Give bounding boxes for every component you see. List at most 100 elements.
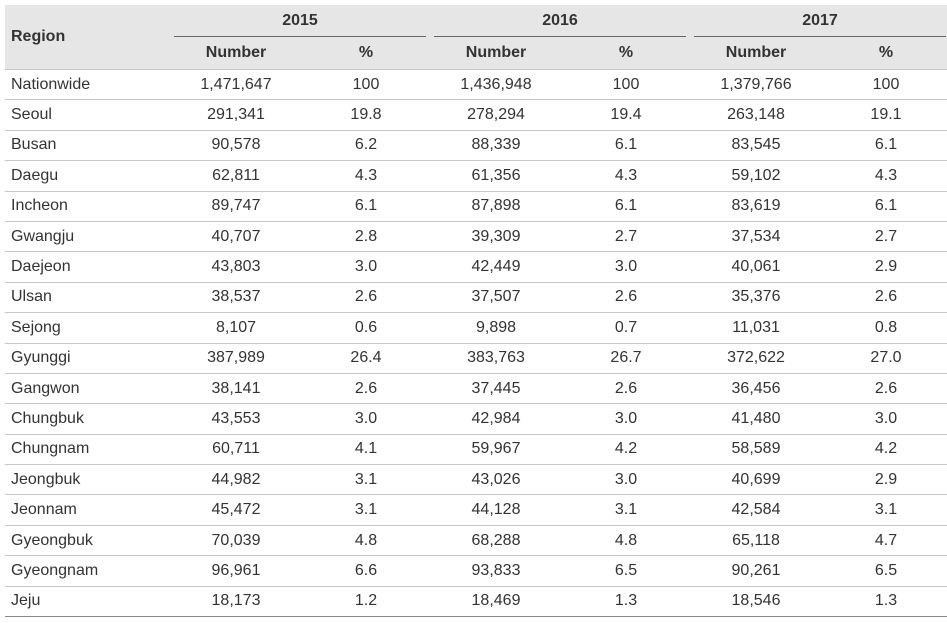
percent-2016-cell: 6.1 [562, 129, 690, 161]
region-cell: Gyeongnam [5, 555, 170, 587]
percent-2017-cell: 3.1 [822, 494, 947, 526]
region-cell: Jeonnam [5, 494, 170, 526]
percent-2017-cell: 3.0 [822, 403, 947, 435]
percent-2016-cell: 26.7 [562, 342, 690, 374]
percent-column-header: % [822, 37, 947, 70]
number-2016-cell: 44,128 [430, 494, 562, 526]
number-2015-cell: 40,707 [170, 220, 302, 252]
table-row: Chungnam 60,711 4.1 59,967 4.2 58,589 4.2 [5, 433, 947, 465]
number-column-header: Number [690, 37, 822, 70]
number-2015-cell: 43,553 [170, 403, 302, 435]
number-2017-cell: 40,699 [690, 464, 822, 495]
number-2015-cell: 38,537 [170, 281, 302, 313]
percent-2015-cell: 3.1 [302, 494, 430, 526]
number-2016-cell: 68,288 [430, 524, 562, 556]
region-cell: Chungbuk [5, 403, 170, 435]
region-cell: Daegu [5, 160, 170, 192]
table-row: Jeonnam 45,472 3.1 44,128 3.1 42,584 3.1 [5, 494, 947, 526]
number-2015-cell: 70,039 [170, 524, 302, 556]
number-2016-cell: 37,507 [430, 281, 562, 313]
percent-2017-cell: 100 [822, 68, 947, 100]
percent-2015-cell: 6.6 [302, 555, 430, 587]
percent-2016-cell: 2.6 [562, 281, 690, 313]
number-2016-cell: 87,898 [430, 190, 562, 222]
region-cell: Gyeongbuk [5, 524, 170, 556]
number-2016-cell: 9,898 [430, 312, 562, 344]
region-cell: Chungnam [5, 433, 170, 465]
table-row: Jeongbuk 44,982 3.1 43,026 3.0 40,699 2.9 [5, 464, 947, 495]
number-2016-cell: 59,967 [430, 433, 562, 465]
region-cell: Gyunggi [5, 342, 170, 374]
number-2017-cell: 41,480 [690, 403, 822, 435]
number-2015-cell: 38,141 [170, 372, 302, 404]
percent-2015-cell: 4.8 [302, 524, 430, 556]
percent-2017-cell: 27.0 [822, 342, 947, 374]
region-cell: Incheon [5, 190, 170, 222]
percent-2015-cell: 100 [302, 68, 430, 100]
percent-2015-cell: 2.6 [302, 281, 430, 313]
number-2015-cell: 89,747 [170, 190, 302, 222]
table-row: Gwangju 40,707 2.8 39,309 2.7 37,534 2.7 [5, 220, 947, 252]
percent-2017-cell: 2.6 [822, 281, 947, 313]
percent-2016-cell: 3.0 [562, 464, 690, 495]
percent-2017-cell: 2.9 [822, 251, 947, 283]
table-row: Jeju 18,173 1.2 18,469 1.3 18,546 1.3 [5, 585, 947, 618]
table-header: Region 2015 2016 2017 Number % Number [5, 5, 947, 70]
percent-2015-cell: 3.1 [302, 464, 430, 495]
number-2016-cell: 42,984 [430, 403, 562, 435]
table-row: Gangwon 38,141 2.6 37,445 2.6 36,456 2.6 [5, 372, 947, 404]
year-divider [434, 36, 686, 37]
region-cell: Seoul [5, 99, 170, 131]
percent-2017-cell: 4.7 [822, 524, 947, 556]
number-2017-cell: 11,031 [690, 312, 822, 344]
year-header-2017: 2017 [690, 5, 947, 37]
number-2016-cell: 61,356 [430, 160, 562, 192]
percent-2017-cell: 2.7 [822, 220, 947, 252]
region-cell: Jeju [5, 585, 170, 618]
number-2015-cell: 62,811 [170, 160, 302, 192]
percent-column-header: % [302, 37, 430, 70]
table-row: Daegu 62,811 4.3 61,356 4.3 59,102 4.3 [5, 160, 947, 192]
percent-2016-cell: 0.7 [562, 312, 690, 344]
number-2017-cell: 37,534 [690, 220, 822, 252]
number-column-header: Number [170, 37, 302, 70]
number-2017-cell: 18,546 [690, 585, 822, 618]
table-row: Incheon 89,747 6.1 87,898 6.1 83,619 6.1 [5, 190, 947, 222]
table-row: Nationwide 1,471,647 100 1,436,948 100 1,379,… [5, 68, 947, 100]
percent-2016-cell: 6.5 [562, 555, 690, 587]
percent-2016-cell: 2.6 [562, 372, 690, 404]
percent-2016-cell: 3.0 [562, 251, 690, 283]
percent-2016-cell: 100 [562, 68, 690, 100]
number-2016-cell: 37,445 [430, 372, 562, 404]
region-column-header: Region [5, 5, 170, 70]
year-label: 2017 [802, 12, 838, 29]
percent-2016-cell: 3.0 [562, 403, 690, 435]
region-cell: Gwangju [5, 220, 170, 252]
percent-2017-cell: 0.8 [822, 312, 947, 344]
percent-2017-cell: 4.2 [822, 433, 947, 465]
table-row: Ulsan 38,537 2.6 37,507 2.6 35,376 2.6 [5, 281, 947, 313]
region-statistics-table-container: Region 2015 2016 2017 Number % Number [5, 5, 947, 618]
number-2017-cell: 35,376 [690, 281, 822, 313]
region-cell: Busan [5, 129, 170, 161]
number-2017-cell: 42,584 [690, 494, 822, 526]
percent-2017-cell: 2.9 [822, 464, 947, 495]
number-2015-cell: 387,989 [170, 342, 302, 374]
percent-2017-cell: 19.1 [822, 99, 947, 131]
percent-2016-cell: 4.3 [562, 160, 690, 192]
number-2015-cell: 60,711 [170, 433, 302, 465]
number-2017-cell: 40,061 [690, 251, 822, 283]
number-2017-cell: 83,619 [690, 190, 822, 222]
year-label: 2016 [542, 12, 578, 29]
percent-column-header: % [562, 37, 690, 70]
region-cell: Daejeon [5, 251, 170, 283]
year-header-2015: 2015 [170, 5, 430, 37]
percent-2015-cell: 2.6 [302, 372, 430, 404]
table-row: Seoul 291,341 19.8 278,294 19.4 263,148 19.1 [5, 99, 947, 131]
number-2016-cell: 43,026 [430, 464, 562, 495]
number-2016-cell: 93,833 [430, 555, 562, 587]
number-2017-cell: 372,622 [690, 342, 822, 374]
number-2015-cell: 18,173 [170, 585, 302, 618]
region-cell: Nationwide [5, 68, 170, 100]
number-2017-cell: 83,545 [690, 129, 822, 161]
